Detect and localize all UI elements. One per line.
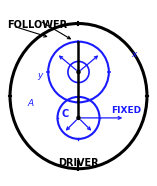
Circle shape (77, 116, 80, 119)
Text: FIXED: FIXED (111, 106, 141, 115)
Circle shape (77, 70, 80, 73)
Text: y: y (37, 71, 43, 80)
Text: DRIVER: DRIVER (58, 158, 99, 168)
Text: C: C (62, 109, 69, 119)
Text: FOLLOWER: FOLLOWER (7, 20, 67, 30)
Text: A: A (27, 99, 33, 108)
Text: x: x (131, 50, 137, 59)
